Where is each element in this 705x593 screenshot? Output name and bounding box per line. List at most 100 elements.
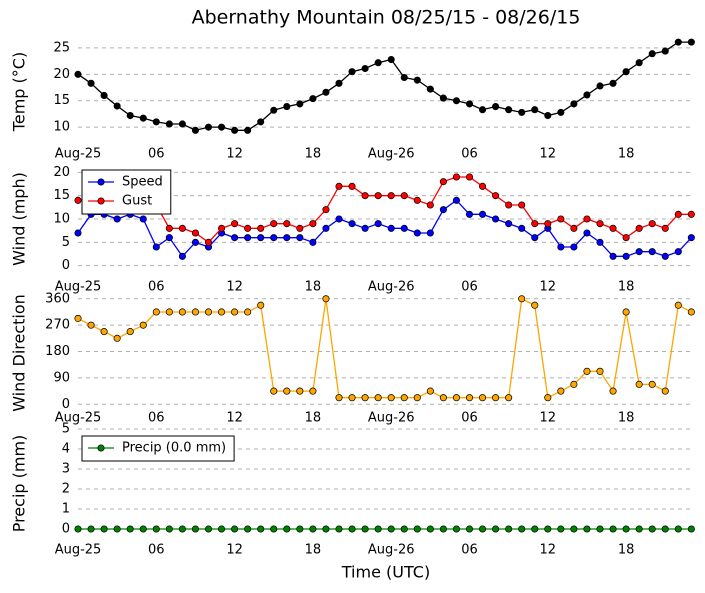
data-point [283,220,291,228]
y-tick-label: 2 [62,482,70,497]
data-point [257,301,265,309]
data-point [413,196,421,204]
data-point [387,224,395,232]
x-tick-label: Aug-25 [55,147,102,162]
data-point [74,525,82,533]
data-point [531,234,539,242]
data-point [674,248,682,256]
y-tick-label: 90 [53,370,70,385]
data-point [557,215,565,223]
data-point [218,308,226,316]
data-point [387,55,395,64]
data-point [335,394,343,402]
y-tick-label: 360 [45,291,70,306]
y-tick-label: 180 [45,344,70,359]
data-point [622,68,630,76]
y-axis-label: Temp (°C) [10,52,29,132]
data-point [583,525,591,533]
data-point [570,224,578,232]
data-point [361,525,369,533]
data-point [452,394,461,402]
data-point [465,394,474,402]
data-point [505,220,513,228]
x-tick-label: 18 [618,280,635,295]
data-point [244,525,252,533]
data-point [661,525,669,533]
data-point [152,525,160,533]
data-point [518,201,526,209]
data-point [387,394,395,402]
data-point [426,85,434,93]
x-tick-label: 06 [148,543,165,558]
data-point [152,308,160,316]
data-point [531,106,539,114]
data-point [609,224,617,232]
x-tick-label: Aug-25 [55,411,102,426]
data-point [74,229,82,237]
data-point [596,238,604,246]
x-tick-label: 12 [540,280,557,295]
data-point [257,525,265,533]
data-point [178,252,186,260]
data-point [413,394,421,402]
data-point [452,196,461,204]
y-tick-label: 15 [53,93,70,108]
data-point [126,111,134,120]
data-point [505,394,513,402]
legend-marker [97,444,105,452]
y-tick-label: 20 [53,67,70,82]
x-tick-label: 18 [618,411,635,426]
data-point [204,238,213,246]
x-tick-label: 06 [148,280,165,295]
data-point [283,103,291,111]
data-point [139,114,147,122]
data-point [244,224,252,232]
data-point [113,215,121,223]
y-axis-label: Precip (mm) [10,435,29,533]
x-tick-label: 12 [540,411,557,426]
data-point [557,108,565,116]
data-point [492,103,500,111]
y-tick-label: 5 [62,235,70,250]
data-point [505,525,513,533]
data-point [492,525,500,533]
data-point [244,126,252,134]
data-point [113,525,121,533]
data-point [257,118,265,126]
data-point [492,215,500,223]
data-point [478,106,487,114]
x-tick-label: 18 [305,147,322,162]
data-point [478,210,487,218]
y-tick-label: 0 [62,522,70,537]
y-tick-label: 25 [53,40,70,55]
data-point [622,308,630,316]
x-tick-label: Aug-25 [55,543,102,558]
x-tick-label: 12 [540,147,557,162]
data-point [596,367,604,375]
data-point [518,295,526,303]
data-point [374,192,382,200]
x-axis-label: Time (UTC) [341,563,430,582]
data-point [544,525,552,533]
data-point [178,525,186,533]
data-point [635,224,643,232]
data-point [152,243,160,251]
data-point [465,525,474,533]
data-point [322,224,330,232]
data-point [74,196,82,204]
data-point [270,234,278,242]
data-point [544,111,552,120]
data-point [400,224,408,232]
data-point [191,525,200,533]
data-point [648,525,656,533]
data-point [309,525,317,533]
x-tick-label: 18 [305,280,322,295]
chart-title: Abernathy Mountain 08/25/15 - 08/26/15 [192,7,581,29]
data-point [139,321,147,329]
data-point [191,229,200,237]
data-point [687,210,695,218]
y-axis-label: Wind Direction [10,294,29,412]
data-point [648,380,656,388]
data-point [478,394,487,402]
